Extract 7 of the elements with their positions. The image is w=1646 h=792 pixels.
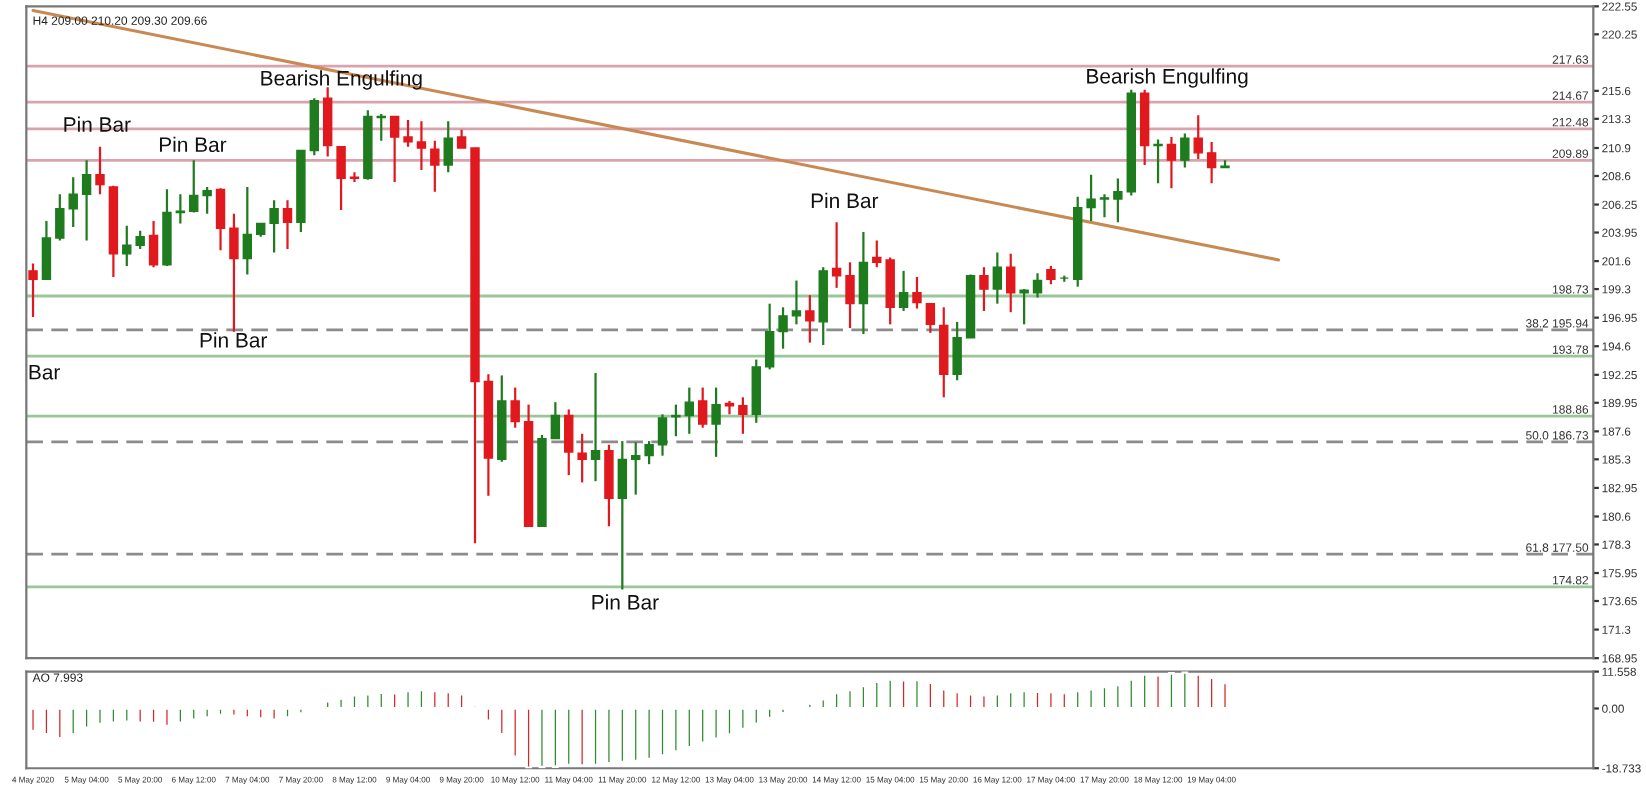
annotation: Pin Bar	[159, 136, 227, 153]
annotation: Pin Bar	[811, 192, 879, 209]
annotation: Pin Bar	[592, 594, 659, 610]
annotation: Pin Bar	[64, 116, 131, 132]
annotation: Pin Bar	[200, 332, 267, 348]
annotation: Bar	[29, 365, 60, 380]
annotation: Bearish Engulfing	[1087, 68, 1248, 88]
